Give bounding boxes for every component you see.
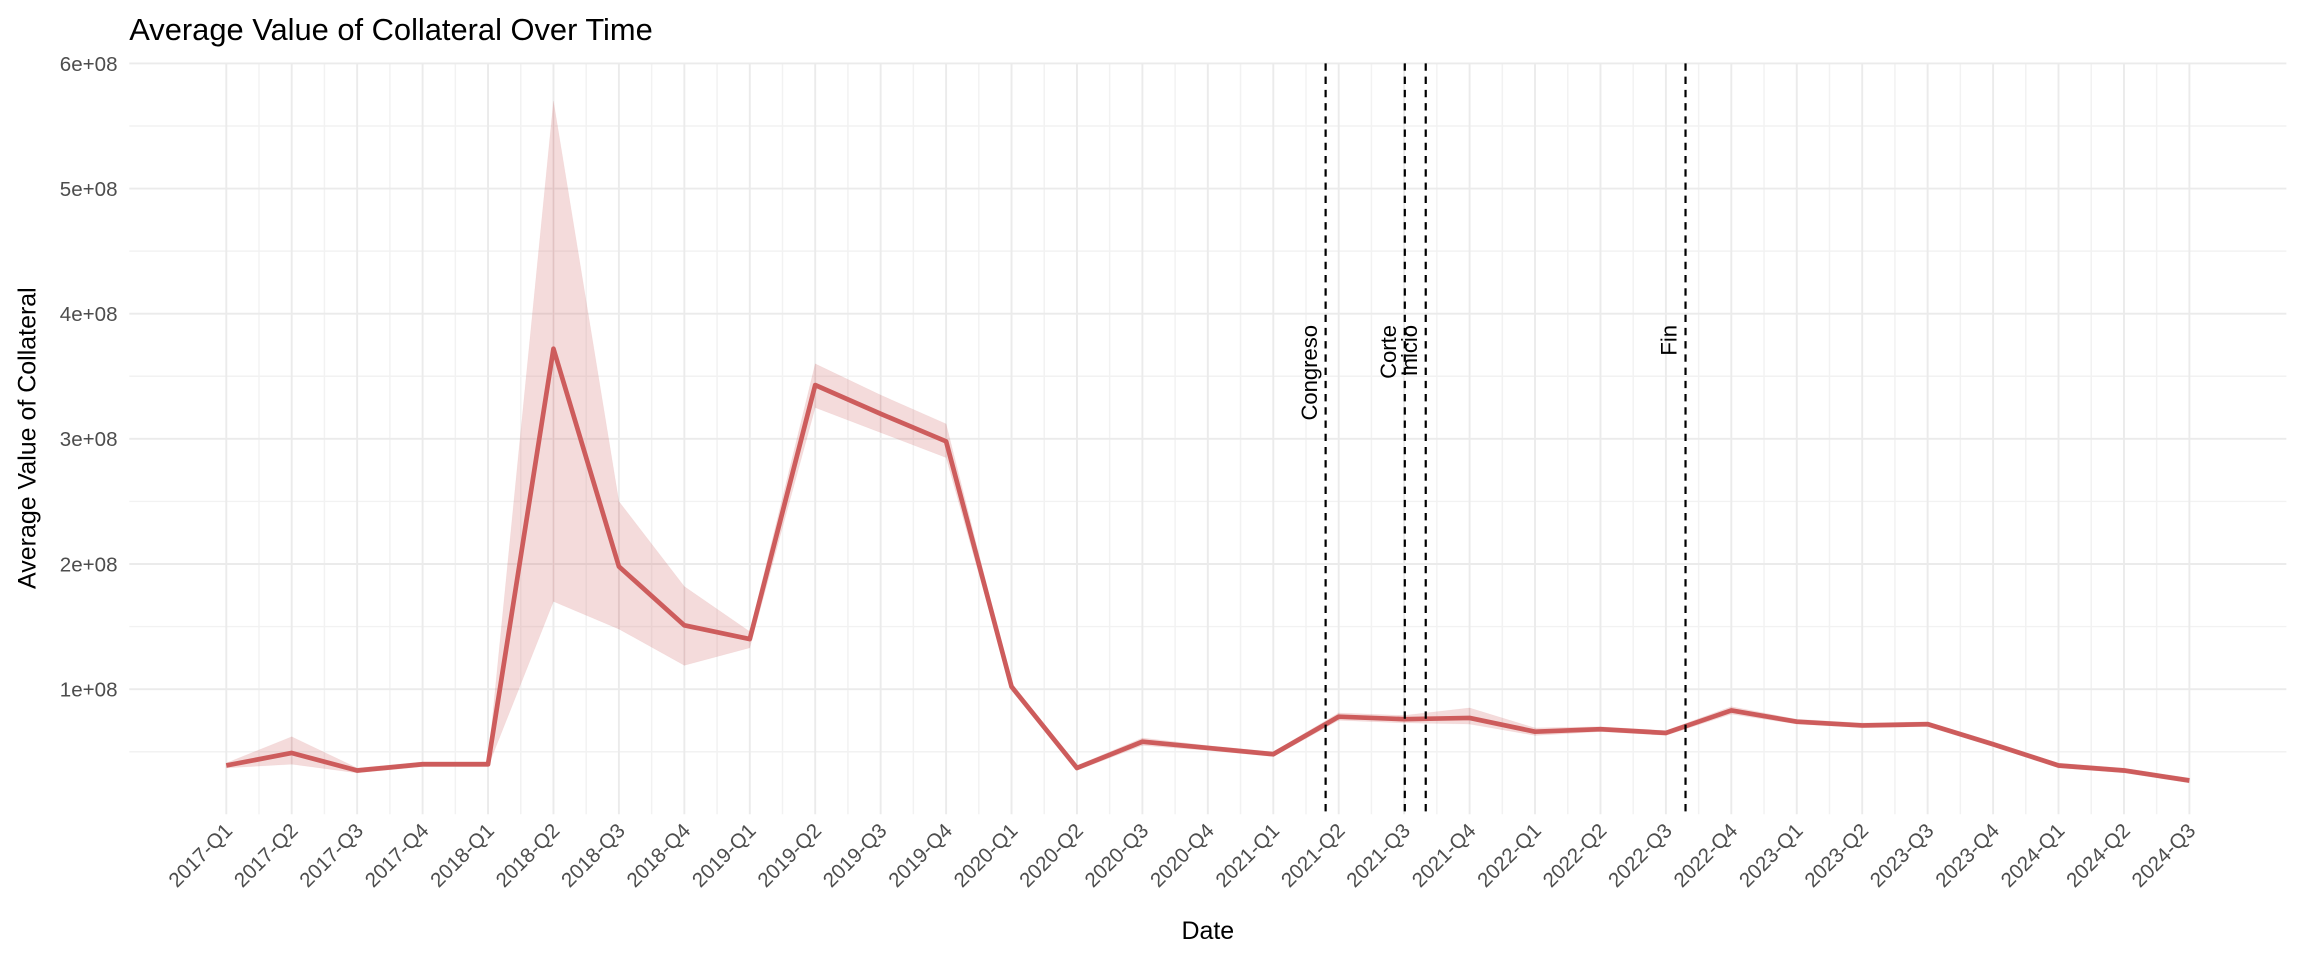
x-tick-label: 2024-Q1 — [1997, 819, 2070, 892]
x-tick-label: 2017-Q1 — [164, 819, 237, 892]
y-axis-title: Average Value of Collateral — [13, 287, 41, 589]
x-tick-label: 2017-Q3 — [295, 819, 368, 892]
x-tick-label: 2021-Q3 — [1342, 819, 1415, 892]
x-tick-label: 2019-Q1 — [688, 819, 761, 892]
x-tick-label: 2019-Q3 — [819, 819, 892, 892]
y-tick-label: 2e+08 — [60, 553, 118, 576]
x-tick-label: 2021-Q2 — [1277, 819, 1350, 892]
confidence-band — [683, 585, 751, 666]
x-tick-label: 2022-Q2 — [1538, 819, 1611, 892]
confidence-band — [553, 100, 620, 630]
x-tick-label: 2020-Q1 — [950, 819, 1023, 892]
x-tick-label: 2024-Q3 — [2127, 819, 2200, 892]
x-tick-label: 2022-Q3 — [1604, 819, 1677, 892]
x-tick-label: 2023-Q1 — [1735, 819, 1808, 892]
x-tick-label: 2024-Q2 — [2062, 819, 2135, 892]
x-tick-label: 2020-Q2 — [1015, 819, 1088, 892]
x-tick-label: 2021-Q1 — [1211, 819, 1284, 892]
x-tick-label: 2023-Q3 — [1866, 819, 1939, 892]
x-tick-label: 2023-Q2 — [1800, 819, 1873, 892]
y-tick-label: 5e+08 — [60, 178, 118, 201]
x-axis-title: Date — [1181, 917, 1234, 945]
x-tick-label: 2018-Q1 — [426, 819, 499, 892]
x-tick-label: 2023-Q4 — [1931, 819, 2004, 892]
event-label: Fin — [1657, 325, 1682, 356]
x-tick-label: 2019-Q2 — [753, 819, 826, 892]
x-tick-label: 2022-Q4 — [1669, 819, 1742, 892]
x-tick-label: 2020-Q4 — [1146, 819, 1219, 892]
x-tick-label: 2018-Q4 — [622, 819, 695, 892]
x-tick-label: 2018-Q3 — [557, 819, 630, 892]
y-tick-label: 4e+08 — [60, 303, 118, 326]
x-tick-label: 2019-Q4 — [884, 819, 957, 892]
confidence-band — [618, 500, 685, 666]
chart-title: Average Value of Collateral Over Time — [129, 12, 652, 47]
y-tick-label: 6e+08 — [60, 53, 118, 76]
x-tick-label: 2017-Q4 — [361, 819, 434, 892]
x-tick-label: 2022-Q1 — [1473, 819, 1546, 892]
event-label: Inicio — [1397, 325, 1422, 376]
data-line — [225, 346, 2190, 783]
y-tick-label: 3e+08 — [60, 428, 118, 451]
x-tick-label: 2018-Q2 — [491, 819, 564, 892]
x-tick-label: 2017-Q2 — [230, 819, 303, 892]
event-label: Congreso — [1297, 325, 1322, 421]
x-tick-label: 2021-Q4 — [1408, 819, 1481, 892]
y-tick-label: 1e+08 — [60, 678, 118, 701]
x-tick-label: 2020-Q3 — [1080, 819, 1153, 892]
event-label: Corte — [1376, 325, 1401, 379]
